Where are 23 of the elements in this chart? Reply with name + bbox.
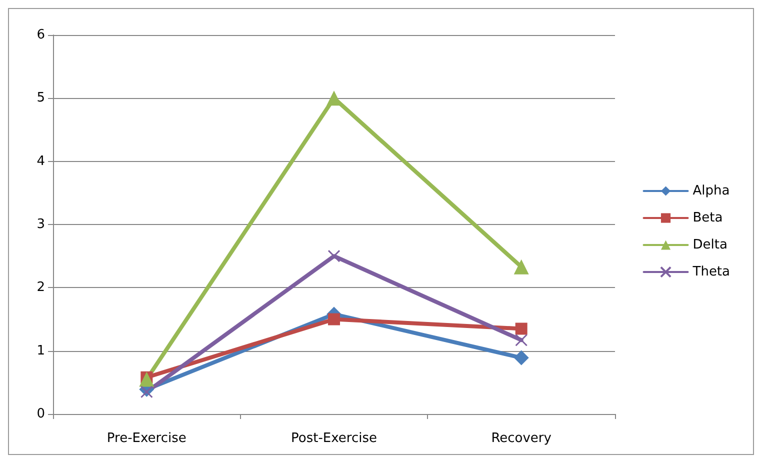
- legend-label: Alpha: [692, 184, 730, 198]
- point: [514, 259, 529, 274]
- y-tick-label: 6: [36, 28, 45, 42]
- y-tick-label: 2: [36, 280, 45, 296]
- point: [328, 250, 340, 262]
- point: [328, 313, 340, 326]
- x-tick-label: Recovery: [491, 431, 552, 446]
- point: [515, 334, 528, 346]
- legend-label: Beta: [692, 210, 723, 226]
- point: [515, 322, 528, 335]
- y-tick-label: 0: [36, 406, 45, 422]
- point: [326, 90, 342, 106]
- point: [140, 386, 153, 398]
- y-tick-label: 5: [36, 90, 45, 106]
- y-tick-label: 3: [36, 217, 45, 232]
- point: [514, 350, 529, 366]
- y-tick-label: 4: [36, 154, 45, 169]
- legend-label: Delta: [692, 238, 728, 252]
- x-tick-label: Post-Exercise: [291, 431, 377, 446]
- x-tick-label: Pre-Exercise: [106, 431, 186, 446]
- y-tick-label: 1: [36, 343, 45, 358]
- legend-label: Theta: [692, 264, 730, 280]
- point: [139, 372, 154, 387]
